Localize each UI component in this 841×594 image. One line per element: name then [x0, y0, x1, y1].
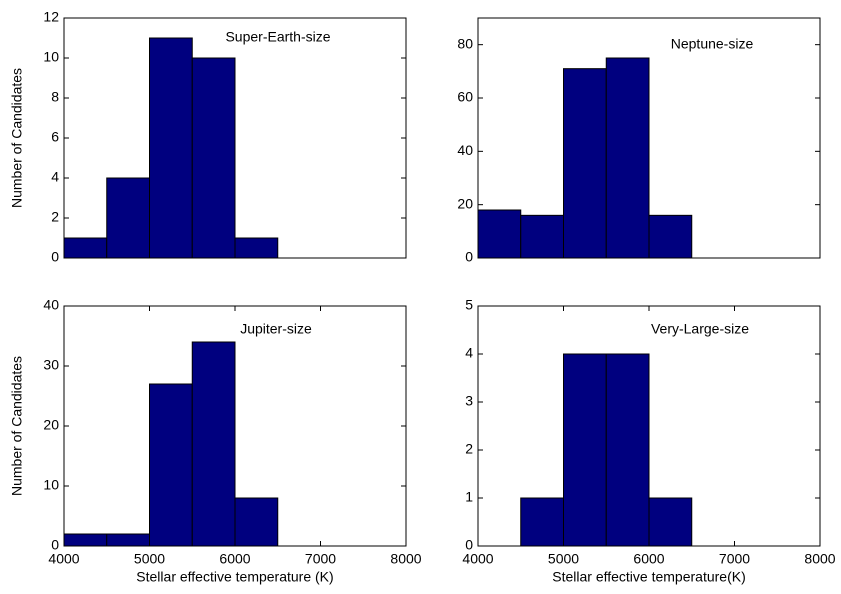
- bar: [648, 214, 693, 259]
- bar: [234, 237, 279, 259]
- x-axis-label: Stellar effective temperature (K): [136, 569, 333, 585]
- y-tick-label: 6: [51, 129, 59, 145]
- annotation: Super-Earth-size: [225, 29, 330, 45]
- bar: [563, 68, 607, 259]
- y-tick-label: 12: [43, 9, 59, 25]
- bar: [520, 497, 564, 547]
- y-tick-label: 4: [465, 345, 473, 361]
- x-tick-label: 5000: [548, 551, 579, 567]
- y-tick-label: 4: [51, 169, 59, 185]
- x-tick-label: 6000: [633, 551, 664, 567]
- x-tick-label: 8000: [390, 551, 421, 567]
- y-tick-label: 10: [43, 477, 59, 493]
- y-tick-label: 1: [465, 489, 473, 505]
- bar: [234, 497, 279, 547]
- bar: [106, 177, 150, 259]
- annotation: Very-Large-size: [651, 321, 749, 337]
- y-tick-label: 10: [43, 49, 59, 65]
- y-axis-label: Number of Candidates: [9, 68, 25, 208]
- bar: [191, 57, 236, 259]
- bar: [149, 37, 193, 259]
- x-axis-label: Stellar effective temperature(K): [552, 569, 746, 585]
- y-tick-label: 0: [51, 537, 59, 553]
- axes-box: [477, 17, 821, 259]
- bar: [106, 533, 150, 547]
- x-tick-label: 8000: [804, 551, 835, 567]
- annotation: Jupiter-size: [240, 321, 312, 337]
- x-tick-label: 4000: [48, 551, 79, 567]
- x-tick-label: 4000: [462, 551, 493, 567]
- x-tick-label: 7000: [305, 551, 336, 567]
- x-tick-label: 7000: [719, 551, 750, 567]
- y-tick-label: 2: [51, 209, 59, 225]
- y-tick-label: 20: [457, 195, 473, 211]
- y-tick-label: 2: [465, 441, 473, 457]
- x-tick-label: 6000: [219, 551, 250, 567]
- bar: [63, 237, 108, 259]
- annotation: Neptune-size: [671, 36, 754, 52]
- bar: [63, 533, 108, 547]
- x-tick-label: 5000: [134, 551, 165, 567]
- bar: [149, 383, 193, 547]
- bar: [477, 209, 522, 259]
- y-tick-label: 8: [51, 89, 59, 105]
- y-tick-label: 3: [465, 393, 473, 409]
- y-tick-label: 0: [51, 249, 59, 265]
- y-tick-label: 60: [457, 89, 473, 105]
- bar: [605, 57, 650, 259]
- y-tick-label: 40: [43, 297, 59, 313]
- y-tick-label: 0: [465, 249, 473, 265]
- bar: [520, 214, 564, 259]
- y-axis-label: Number of Candidates: [9, 356, 25, 496]
- y-tick-label: 0: [465, 537, 473, 553]
- bar: [648, 497, 693, 547]
- bar: [563, 353, 607, 547]
- y-tick-label: 5: [465, 297, 473, 313]
- y-tick-label: 30: [43, 357, 59, 373]
- bar: [605, 353, 650, 547]
- bar: [191, 341, 236, 547]
- y-tick-label: 80: [457, 35, 473, 51]
- y-tick-label: 20: [43, 417, 59, 433]
- y-tick-label: 40: [457, 142, 473, 158]
